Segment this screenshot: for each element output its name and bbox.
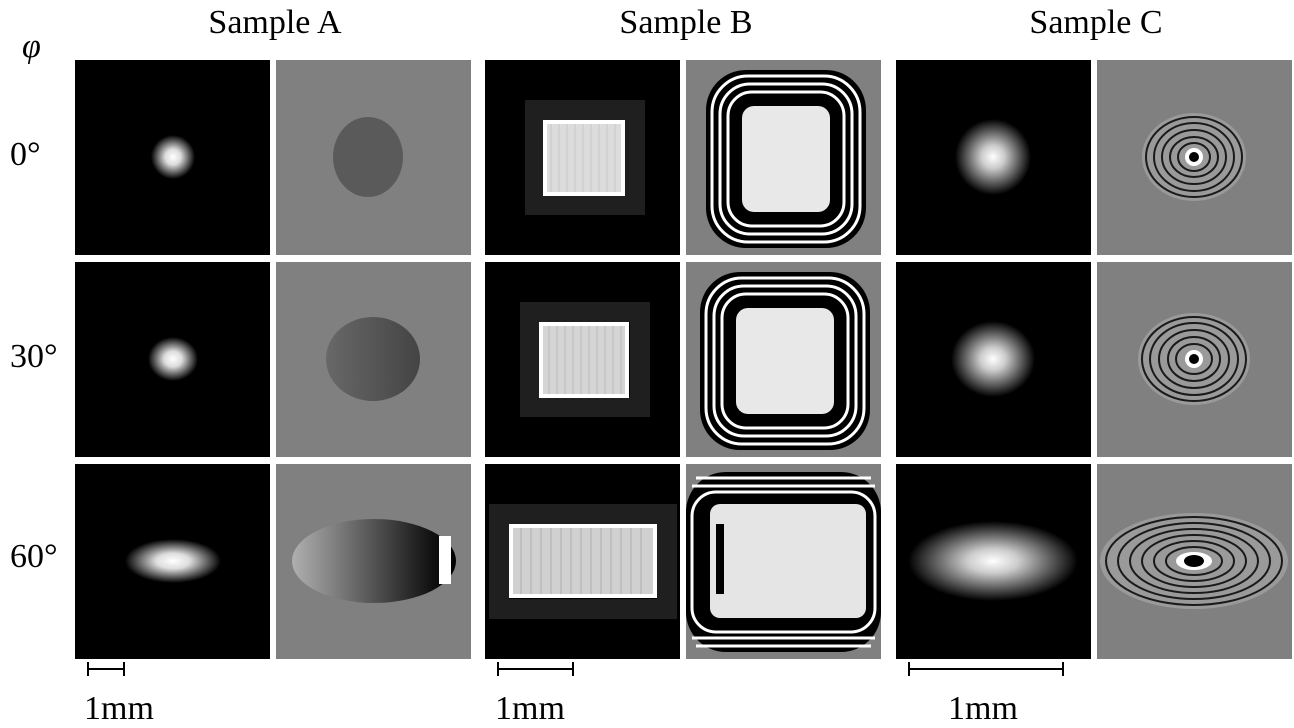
scale-label-b: 1mm	[495, 690, 565, 727]
sample-a-intensity-30	[75, 262, 270, 457]
sample-b-intensity-60	[485, 464, 680, 659]
sample-a-phase-60	[276, 464, 471, 659]
sample-b-intensity-30	[485, 262, 680, 457]
sample-b-phase-30	[686, 262, 881, 457]
scale-label-a: 1mm	[84, 690, 154, 727]
scale-label-c: 1mm	[948, 690, 1018, 727]
angle-label-0: 0°	[10, 136, 41, 173]
sample-b-phase-0	[686, 60, 881, 255]
sample-c-intensity-0	[896, 60, 1091, 255]
sample-c-phase-0	[1097, 60, 1292, 255]
sample-a-phase-0	[276, 60, 471, 255]
sample-c-phase-60	[1097, 464, 1292, 659]
sample-c-title: Sample C	[1029, 4, 1163, 41]
angle-label-30: 30°	[10, 338, 58, 375]
sample-b-intensity-0	[485, 60, 680, 255]
sample-b-phase-60	[686, 464, 881, 659]
angle-label-60: 60°	[10, 538, 58, 575]
phi-label: φ	[22, 28, 41, 65]
sample-c-intensity-60	[896, 464, 1091, 659]
sample-a-intensity-60	[75, 464, 270, 659]
sample-b-title: Sample B	[619, 4, 753, 41]
sample-c-phase-30	[1097, 262, 1292, 457]
sample-a-phase-30	[276, 262, 471, 457]
sample-a-intensity-0	[75, 60, 270, 255]
sample-a-title: Sample A	[208, 4, 342, 41]
sample-c-intensity-30	[896, 262, 1091, 457]
